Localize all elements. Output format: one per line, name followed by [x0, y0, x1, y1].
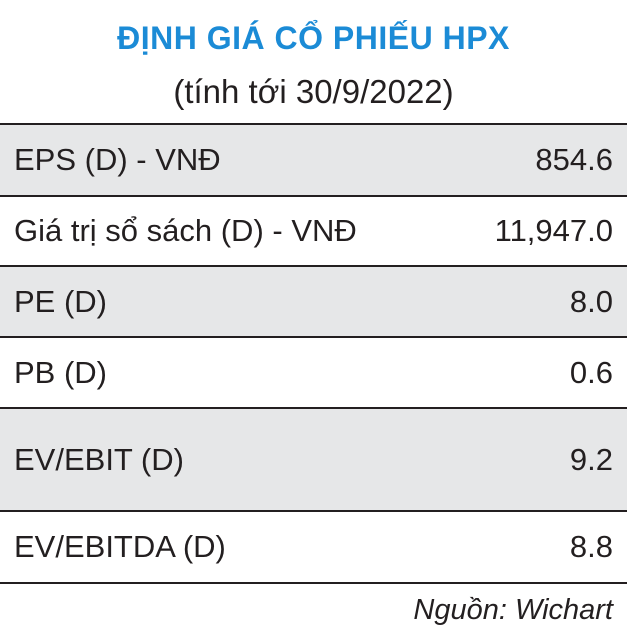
row-value: 0.6	[569, 354, 613, 390]
row-label: Giá trị sổ sách (D) - VNĐ	[14, 213, 357, 248]
table-row: Giá trị sổ sách (D) - VNĐ 11,947.0	[0, 197, 627, 267]
row-label: PB (D)	[14, 354, 107, 390]
table-row: EPS (D) - VNĐ 854.6	[0, 125, 627, 197]
source-note: Nguồn: Wichart	[413, 594, 613, 626]
row-value: 9.2	[569, 441, 613, 477]
row-label: EV/EBIT (D)	[14, 441, 184, 477]
table-row: PE (D) 8.0	[0, 267, 627, 338]
row-value: 854.6	[535, 142, 613, 177]
page-subtitle: (tính tới 30/9/2022)	[173, 73, 454, 110]
row-value: 8.8	[569, 529, 613, 564]
table-row: EV/EBITDA (D) 8.8	[0, 512, 627, 584]
row-value: 11,947.0	[494, 213, 613, 248]
page-title: ĐỊNH GIÁ CỔ PHIẾU HPX	[117, 20, 510, 56]
row-label: EV/EBITDA (D)	[14, 529, 226, 564]
row-label: PE (D)	[14, 283, 107, 319]
valuation-table: EPS (D) - VNĐ 854.6 Giá trị sổ sách (D) …	[0, 123, 627, 584]
row-label: EPS (D) - VNĐ	[14, 142, 221, 177]
table-row: PB (D) 0.6	[0, 338, 627, 409]
table-row: EV/EBIT (D) 9.2	[0, 409, 627, 512]
row-value: 8.0	[569, 283, 613, 319]
